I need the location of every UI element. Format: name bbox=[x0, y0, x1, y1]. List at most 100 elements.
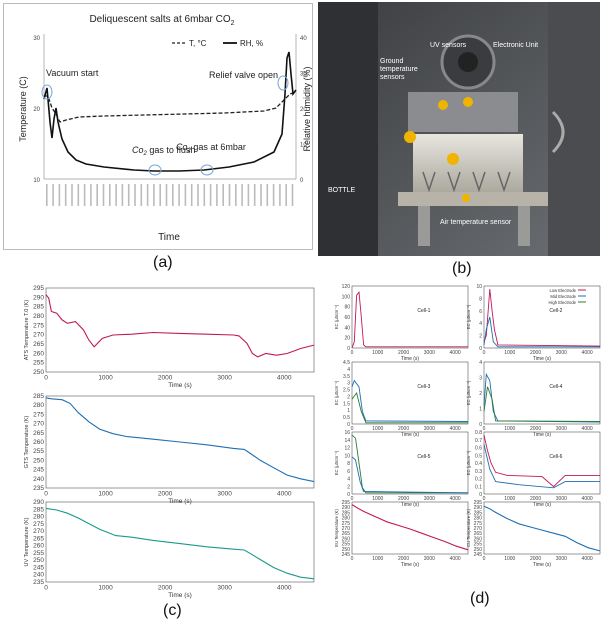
x-tick-label: 1000 bbox=[504, 556, 515, 562]
x-tick-label: 4000 bbox=[450, 426, 461, 432]
cell-title: Cell-5 bbox=[417, 454, 430, 460]
y-tick-label: 3 bbox=[479, 376, 482, 382]
ec-series bbox=[483, 372, 601, 423]
y-tick-label: 1 bbox=[479, 407, 482, 413]
x-tick-label: 2000 bbox=[530, 556, 541, 562]
x-tick-label: 4000 bbox=[582, 350, 593, 356]
y-tick-label: 275 bbox=[33, 521, 44, 528]
x-tick-label: 3000 bbox=[424, 426, 435, 432]
panel-a-left-tick: 10 bbox=[33, 178, 40, 184]
x-tick-label: 4000 bbox=[450, 556, 461, 562]
x-tick-label: 3000 bbox=[217, 585, 232, 592]
caption-a: (a) bbox=[153, 254, 173, 271]
temperature-curve bbox=[44, 91, 297, 123]
x-tick-label: 1000 bbox=[504, 350, 515, 356]
y-tick-label: 260 bbox=[33, 543, 44, 550]
y-tick-label: 270 bbox=[33, 332, 44, 339]
ec-series bbox=[351, 379, 469, 422]
ec-series bbox=[483, 316, 600, 348]
x-tick-label: 3000 bbox=[556, 426, 567, 432]
cell-title: Cell-4 bbox=[549, 384, 562, 390]
y-tick-label: 265 bbox=[474, 531, 483, 537]
y-tick-label: 3.5 bbox=[343, 374, 350, 380]
x-tick-label: 4000 bbox=[277, 491, 292, 498]
y-tick-label: 2 bbox=[347, 394, 350, 400]
temperature-series bbox=[45, 507, 315, 580]
y-tick-label: 260 bbox=[33, 439, 44, 446]
chamber-photo-illustration bbox=[318, 2, 600, 256]
temperature-series bbox=[483, 505, 601, 552]
y-tick-label: 275 bbox=[33, 411, 44, 418]
annotation-vacuum-start: Vacuum start bbox=[46, 68, 99, 78]
x-tick-label: 2000 bbox=[158, 491, 173, 498]
x-tick-label: 0 bbox=[351, 496, 354, 502]
y-tick-label: 290 bbox=[342, 505, 351, 511]
x-tick-label: 4000 bbox=[450, 350, 461, 356]
y-tick-label: 255 bbox=[474, 542, 483, 548]
x-tick-label: 1000 bbox=[372, 496, 383, 502]
x-axis-label: Time (s) bbox=[533, 562, 551, 568]
y-tick-label: 0.3 bbox=[475, 469, 482, 475]
x-tick-label: 3000 bbox=[556, 350, 567, 356]
y-tick-label: 280 bbox=[33, 514, 44, 521]
y-tick-label: 275 bbox=[474, 521, 483, 527]
caption-b: (b) bbox=[452, 260, 472, 277]
x-tick-label: 0 bbox=[44, 375, 48, 382]
cell-title: Cell-3 bbox=[417, 384, 430, 390]
x-tick-label: 0 bbox=[483, 556, 486, 562]
y-tick-label: 0 bbox=[479, 346, 482, 352]
y-tick-label: 0.8 bbox=[475, 430, 482, 436]
panel-a: Deliquescent salts at 6mbar CO2 T, °C RH… bbox=[3, 3, 313, 250]
y-axis-label: EC (µScm⁻¹) bbox=[334, 380, 339, 405]
x-tick-label: 3000 bbox=[424, 556, 435, 562]
panel-a-ylabel-left: Temperature (C) bbox=[18, 76, 28, 142]
y-tick-label: 285 bbox=[33, 304, 44, 311]
y-tick-label: 280 bbox=[474, 516, 483, 522]
x-tick-label: 2000 bbox=[398, 426, 409, 432]
x-axis-label: Time (s) bbox=[168, 382, 192, 389]
panel-b-photo: UV sensors Electronic Unit Ground temper… bbox=[318, 2, 600, 256]
x-tick-label: 2000 bbox=[398, 556, 409, 562]
annotation-co2-6mbar: Co2 gas at 6mbar bbox=[176, 142, 246, 154]
y-tick-label: 245 bbox=[33, 467, 44, 474]
ec-series bbox=[483, 435, 600, 488]
y-tick-label: 60 bbox=[344, 315, 350, 321]
y-tick-label: 260 bbox=[342, 536, 351, 542]
y-tick-label: 4 bbox=[479, 321, 482, 327]
y-tick-label: 250 bbox=[33, 557, 44, 564]
x-tick-label: 4000 bbox=[582, 556, 593, 562]
x-tick-label: 1000 bbox=[98, 491, 113, 498]
panel-a-left-tick: 30 bbox=[33, 36, 40, 42]
x-tick-label: 0 bbox=[351, 426, 354, 432]
y-tick-label: 40 bbox=[344, 325, 350, 331]
y-tick-label: 0.7 bbox=[475, 438, 482, 444]
y-tick-label: 295 bbox=[342, 500, 351, 506]
panel-a-right-tick: 0 bbox=[300, 178, 304, 184]
y-tick-label: 235 bbox=[33, 485, 44, 492]
y-tick-label: 1 bbox=[347, 408, 350, 414]
y-tick-label: 0.1 bbox=[475, 484, 482, 490]
y-tick-label: 265 bbox=[33, 535, 44, 542]
y-tick-label: 8 bbox=[347, 461, 350, 467]
y-tick-label: 10 bbox=[344, 453, 350, 459]
y-tick-label: 280 bbox=[342, 516, 351, 522]
x-axis-label: Time (s) bbox=[533, 502, 551, 508]
y-tick-label: 20 bbox=[344, 336, 350, 342]
label-bottle: BOTTLE bbox=[328, 187, 356, 194]
legend-entry: Mid Electrode bbox=[550, 294, 576, 299]
legend-temperature: T, °C bbox=[189, 39, 207, 48]
caption-d: (d) bbox=[470, 590, 490, 607]
y-tick-label: 255 bbox=[33, 360, 44, 367]
x-tick-label: 3000 bbox=[217, 375, 232, 382]
cell-title: Cell-1 bbox=[417, 308, 430, 314]
x-tick-label: 0 bbox=[44, 491, 48, 498]
x-tick-label: 0 bbox=[483, 350, 486, 356]
y-tick-label: 260 bbox=[474, 536, 483, 542]
y-tick-label: 4.5 bbox=[343, 360, 350, 366]
legend-entry: Low Electrode bbox=[549, 288, 576, 293]
x-tick-label: 2000 bbox=[158, 375, 173, 382]
rh-curve bbox=[43, 51, 297, 172]
x-tick-label: 1000 bbox=[504, 426, 515, 432]
y-tick-label: 16 bbox=[344, 430, 350, 436]
ec-series bbox=[351, 434, 468, 494]
